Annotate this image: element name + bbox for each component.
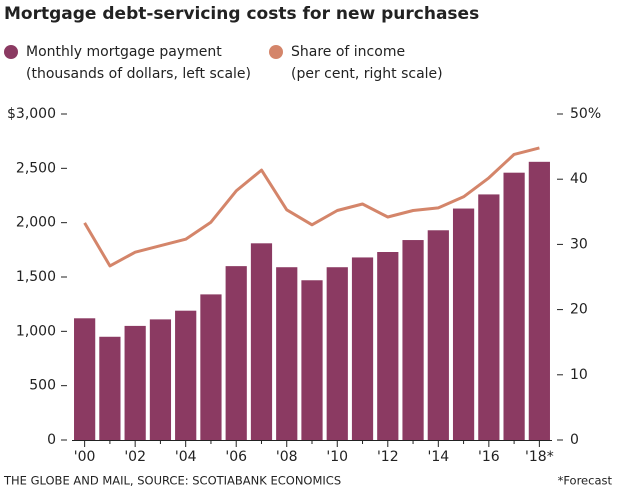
y2-tick-label: 50% (570, 106, 601, 122)
source: THE GLOBE AND MAIL, SOURCE: SCOTIABANK E… (3, 474, 341, 488)
bar (276, 267, 298, 440)
x-tick-label: '08 (276, 449, 298, 465)
legend-label: Share of income (291, 44, 405, 60)
bar (377, 252, 399, 440)
y2-tick-label: 20 (570, 302, 588, 318)
x-tick-label: '14 (427, 449, 449, 465)
y2-tick-label: 40 (570, 171, 588, 187)
bar (427, 230, 449, 440)
bar (225, 266, 247, 440)
x-tick-label: '04 (175, 449, 197, 465)
bar (175, 310, 197, 440)
y-tick-label: 0 (47, 432, 56, 448)
x-tick-label: '10 (326, 449, 348, 465)
legend-swatch (4, 45, 18, 59)
chart-title: Mortgage debt-servicing costs for new pu… (4, 4, 479, 24)
line (83, 146, 540, 268)
bar (326, 267, 348, 440)
legend-label: Monthly mortgage payment (26, 44, 222, 60)
y2-tick-label: 30 (570, 236, 588, 252)
x-tick-label: '18* (525, 449, 554, 465)
legend-swatch (269, 45, 283, 59)
bar (503, 172, 525, 440)
bar (149, 319, 172, 440)
x-tick-label: '16 (478, 449, 500, 465)
bar (301, 280, 323, 440)
y-tick-label: 1,500 (16, 269, 56, 285)
legend-note: (thousands of dollars, left scale) (26, 66, 251, 82)
x-tick-label: '02 (124, 449, 146, 465)
y-tick-label: $3,000 (7, 106, 56, 122)
bar (200, 294, 222, 440)
y2-tick-label: 0 (570, 432, 579, 448)
y-tick-label: 2,000 (16, 215, 56, 231)
x-tick-label: '12 (377, 449, 399, 465)
x-tick-label: '00 (74, 449, 96, 465)
x-tick-label: '06 (225, 449, 247, 465)
y-tick-label: 1,000 (16, 323, 56, 339)
bar (250, 243, 273, 440)
y-tick-label: 2,500 (16, 160, 56, 176)
bar (124, 325, 146, 440)
y-tick-label: 500 (29, 378, 56, 394)
bar (99, 336, 121, 440)
bar (452, 208, 475, 440)
bar (402, 240, 424, 440)
legend-note: (per cent, right scale) (291, 66, 443, 82)
note: *Forecast (558, 474, 613, 488)
bar (74, 318, 96, 440)
bar (528, 161, 550, 440)
y2-tick-label: 10 (570, 367, 588, 383)
bar (351, 257, 374, 440)
bar (478, 194, 500, 440)
